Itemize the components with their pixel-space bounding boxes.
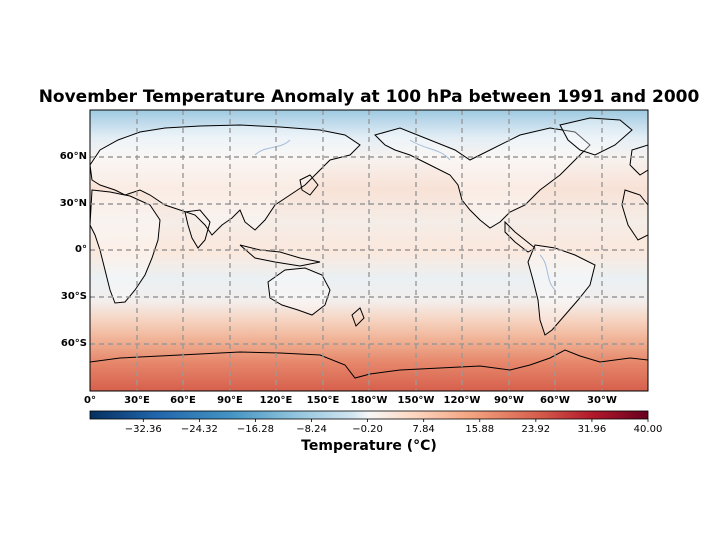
lon-label-60w: 60°W bbox=[540, 395, 570, 406]
lat-label-60s: 60°S bbox=[60, 338, 87, 349]
new-zealand bbox=[351, 307, 365, 327]
colorbar bbox=[89, 410, 649, 420]
colorbar-ticks bbox=[142, 419, 649, 422]
south-america-landmass bbox=[527, 244, 596, 336]
lon-label-120e: 120°E bbox=[259, 395, 293, 406]
colorbar-tick-label: −8.24 bbox=[296, 424, 327, 435]
lon-label-150w: 150°W bbox=[397, 395, 435, 406]
colorbar-tick-label: 7.84 bbox=[412, 424, 435, 435]
colorbar-tick-label: 23.92 bbox=[521, 424, 551, 435]
antarctica-coast bbox=[90, 349, 648, 379]
colorbar-tick-label: −32.36 bbox=[124, 424, 162, 435]
lon-label-180w: 180°W bbox=[350, 395, 388, 406]
japan-islands bbox=[299, 174, 319, 196]
map-frame bbox=[89, 109, 649, 392]
rivers bbox=[254, 139, 556, 291]
west-africa-edge bbox=[621, 189, 648, 241]
lon-label-0: 0° bbox=[84, 395, 96, 406]
colorbar-tick-label: −24.32 bbox=[180, 424, 218, 435]
north-america-landmass bbox=[374, 127, 591, 229]
gridlines bbox=[90, 110, 648, 391]
colorbar-tick-label: −0.20 bbox=[352, 424, 383, 435]
indonesia-islands bbox=[239, 244, 321, 267]
greenland-landmass bbox=[559, 117, 633, 156]
africa-landmass bbox=[90, 189, 161, 304]
lon-label-90w: 90°W bbox=[494, 395, 524, 406]
landmasses bbox=[90, 117, 648, 379]
lat-label-0: 0° bbox=[75, 244, 87, 255]
lon-label-90e: 90°E bbox=[217, 395, 243, 406]
colorbar-tick-label: 31.96 bbox=[577, 424, 607, 435]
lat-label-30n: 30°N bbox=[59, 198, 87, 209]
australia-landmass bbox=[267, 267, 331, 316]
lon-label-30w: 30°W bbox=[587, 395, 617, 406]
lon-label-150e: 150°E bbox=[306, 395, 340, 406]
lat-label-30s: 30°S bbox=[60, 291, 87, 302]
colorbar-tick-label: 15.88 bbox=[465, 424, 495, 435]
lat-label-60n: 60°N bbox=[59, 151, 87, 162]
india-landmass bbox=[184, 209, 211, 249]
lon-label-120w: 120°W bbox=[443, 395, 481, 406]
colorbar-label: Temperature (°C) bbox=[301, 438, 437, 454]
lon-label-30e: 30°E bbox=[124, 395, 150, 406]
lon-label-60e: 60°E bbox=[170, 395, 196, 406]
europe-edge bbox=[629, 144, 648, 176]
eurasia-landmass bbox=[90, 124, 361, 236]
colorbar-tick-label: −16.28 bbox=[236, 424, 274, 435]
map-title: November Temperature Anomaly at 100 hPa … bbox=[38, 87, 700, 107]
colorbar-tick-label: 40.00 bbox=[633, 424, 663, 435]
